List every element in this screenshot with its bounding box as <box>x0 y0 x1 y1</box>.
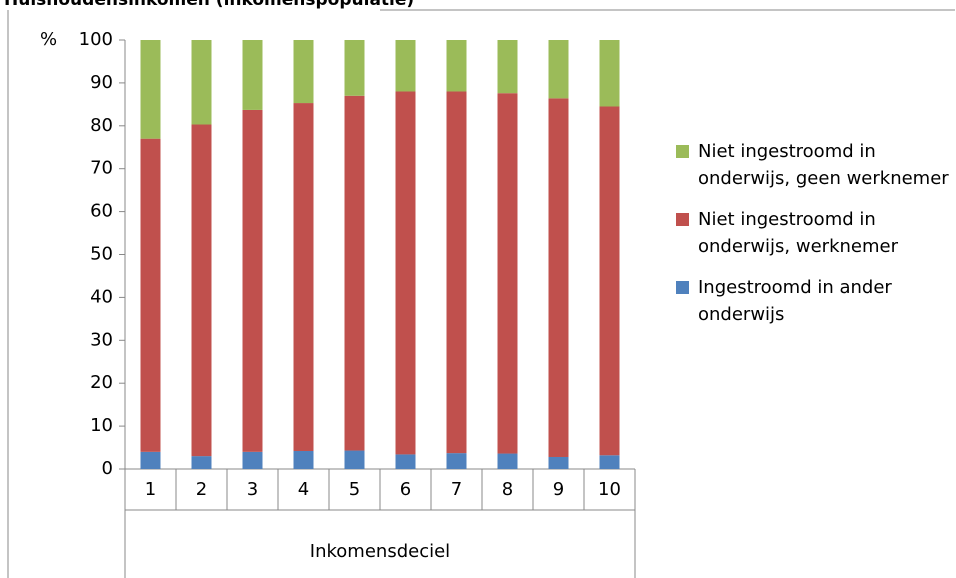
y-tick-label: 100 <box>79 29 113 50</box>
bar-segment <box>497 40 518 94</box>
y-tick-label: 30 <box>90 329 113 350</box>
bar-segment <box>446 453 467 469</box>
legend-label: Niet ingestroomd in onderwijs, geen werk… <box>698 141 949 189</box>
bar-segment <box>548 40 569 99</box>
y-tick-label: 70 <box>90 158 113 179</box>
bar-segment <box>548 456 569 469</box>
y-tick-label: 60 <box>90 201 113 222</box>
y-tick-label: 40 <box>90 286 113 307</box>
bar-segment <box>497 453 518 469</box>
chart-title: Huishoudensinkomen (inkomenspopulatie) <box>4 0 414 10</box>
legend-item: Ingestroomd in ander onderwijs <box>676 274 951 328</box>
y-tick-label: 0 <box>102 458 113 479</box>
x-tick-label: 6 <box>400 479 411 500</box>
x-axis-label: Inkomensdeciel <box>310 541 450 562</box>
legend-label: Ingestroomd in ander onderwijs <box>698 277 892 325</box>
bar-segment <box>293 450 314 469</box>
y-tick-label: 90 <box>90 72 113 93</box>
legend-item: Niet ingestroomd in onderwijs, werknemer <box>676 206 951 260</box>
bar-segment <box>344 40 365 96</box>
bar-segment <box>293 40 314 104</box>
x-tick-label: 4 <box>298 479 309 500</box>
x-tick-label: 1 <box>145 479 156 500</box>
bar-segment <box>242 40 263 110</box>
bar-segment <box>446 40 467 92</box>
legend-item: Niet ingestroomd in onderwijs, geen werk… <box>676 138 951 192</box>
bar-segment <box>242 451 263 469</box>
x-tick-label: 5 <box>349 479 360 500</box>
x-tick-label: 8 <box>502 479 513 500</box>
bar-segment <box>191 456 212 469</box>
y-tick-label: 80 <box>90 115 113 136</box>
legend-swatch <box>676 213 689 226</box>
bar-segment <box>548 98 569 457</box>
x-tick-label: 10 <box>598 479 621 500</box>
bar-segment <box>395 40 416 92</box>
bar-segment <box>395 454 416 469</box>
x-tick-label: 9 <box>553 479 564 500</box>
legend: Niet ingestroomd in onderwijs, geen werk… <box>676 138 951 342</box>
legend-swatch <box>676 145 689 158</box>
bar-segment <box>191 124 212 457</box>
bar-segment <box>140 451 161 469</box>
bar-segment <box>140 40 161 139</box>
bar-segment <box>191 40 212 125</box>
bar-segment <box>293 103 314 451</box>
bar-segment <box>446 91 467 454</box>
x-tick-label: 7 <box>451 479 462 500</box>
bar-segment <box>242 109 263 452</box>
bar-segment <box>344 95 365 451</box>
x-tick-label: 3 <box>247 479 258 500</box>
legend-swatch <box>676 281 689 294</box>
bar-segment <box>599 106 620 456</box>
bar-segment <box>599 40 620 107</box>
y-tick-label: 20 <box>90 372 113 393</box>
x-tick-label: 2 <box>196 479 207 500</box>
y-tick-label: 10 <box>90 415 113 436</box>
legend-label: Niet ingestroomd in onderwijs, werknemer <box>698 209 898 257</box>
y-tick-label: 50 <box>90 244 113 265</box>
bar-segment <box>599 455 620 469</box>
bar-segment <box>140 138 161 452</box>
bar-segment <box>395 91 416 455</box>
bar-segment <box>344 450 365 469</box>
y-axis-label: % <box>40 29 57 50</box>
bar-segment <box>497 93 518 454</box>
